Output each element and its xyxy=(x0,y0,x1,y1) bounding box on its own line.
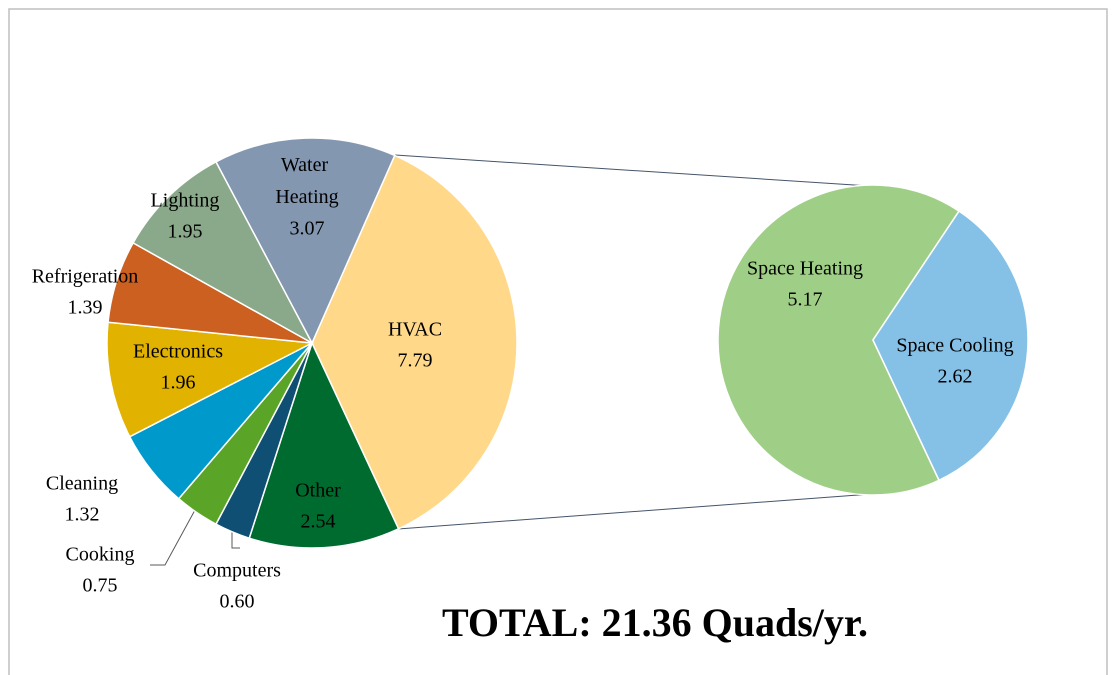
category-label: Cooking xyxy=(66,544,135,566)
category-label: Space Cooling xyxy=(896,335,1013,357)
category-label: Space Heating xyxy=(747,258,863,280)
category-label: Refrigeration xyxy=(32,266,139,288)
connector-line xyxy=(397,492,886,530)
value-label: 0.60 xyxy=(220,591,255,613)
value-label: 3.07 xyxy=(290,218,325,240)
leader-line xyxy=(150,509,196,566)
chart-frame xyxy=(8,8,1108,675)
leader-line xyxy=(231,527,240,549)
connector-line xyxy=(394,154,886,188)
category-label: Water Heating xyxy=(275,154,338,208)
value-label: 1.96 xyxy=(161,372,196,394)
pie-slice xyxy=(248,340,400,549)
pie-slice xyxy=(717,184,961,496)
pie-slice xyxy=(132,160,314,345)
pie-slice xyxy=(215,137,396,345)
pie-slice xyxy=(311,154,518,530)
category-label: Electronics xyxy=(133,341,223,363)
category-label: Computers xyxy=(193,560,281,582)
pie-slice xyxy=(872,210,1029,482)
value-label: 1.32 xyxy=(65,504,100,526)
category-label: Cleaning xyxy=(46,473,118,495)
value-label: 1.95 xyxy=(168,221,203,243)
value-label: 2.54 xyxy=(301,511,336,533)
total-annotation: TOTAL: 21.36 Quads/yr. xyxy=(442,600,868,645)
value-label: 5.17 xyxy=(788,289,823,311)
value-label: 1.39 xyxy=(68,297,103,319)
value-label: 0.75 xyxy=(83,575,118,597)
category-label: Other xyxy=(295,480,341,502)
value-label: 2.62 xyxy=(938,366,973,388)
value-label: 7.79 xyxy=(398,350,433,372)
category-label: HVAC xyxy=(388,319,442,341)
pie-slice xyxy=(106,321,315,438)
category-label: Lighting xyxy=(151,190,220,212)
